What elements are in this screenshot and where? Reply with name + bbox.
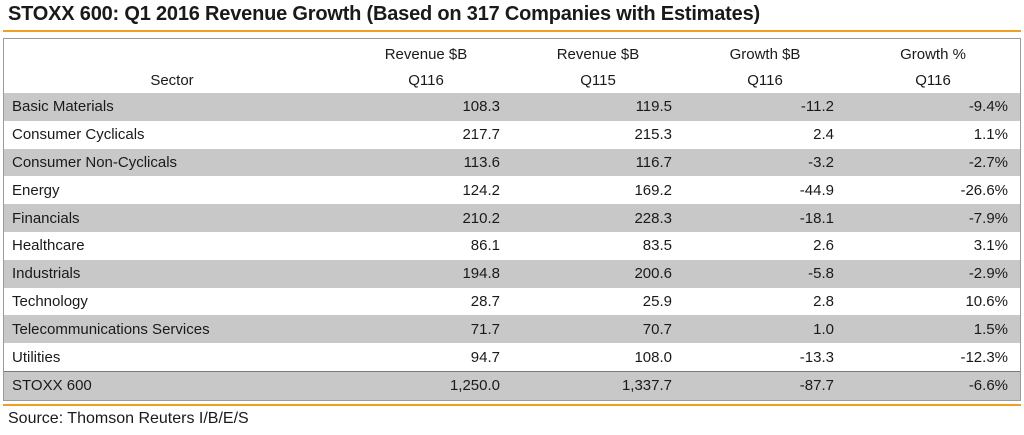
- total-growth-usd-cell: -87.7: [684, 370, 846, 400]
- sector-cell: Utilities: [12, 348, 61, 366]
- revenue-q116-cell: 71.7: [340, 315, 512, 344]
- total-growth-pct-cell: -6.6%: [846, 370, 1020, 400]
- growth-usd-cell: 2.4: [813, 126, 834, 144]
- table-row: Basic Materials 108.3 119.5 -11.2 -9.4%: [4, 93, 1020, 121]
- growth-usd-cell: -3.2: [684, 148, 846, 177]
- growth-pct-cell: -9.4%: [846, 93, 1020, 121]
- growth-usd-cell: 2.8: [813, 292, 834, 310]
- sector-cell: Technology: [12, 292, 88, 310]
- revenue-q115-cell: 116.7: [512, 148, 684, 177]
- table-row: Consumer Cyclicals 217.7 215.3 2.4 1.1%: [4, 121, 1020, 149]
- sector-cell: Industrials: [4, 259, 340, 288]
- revenue-q116-cell: 28.7: [470, 292, 500, 310]
- sector-cell: Consumer Non-Cyclicals: [4, 148, 340, 177]
- growth-usd-cell: -11.2: [684, 93, 846, 121]
- revenue-table: Sector Revenue $B Q116 Revenue $B Q115 Gro…: [4, 39, 1020, 400]
- growth-usd-cell: 1.0: [684, 315, 846, 344]
- sector-cell: Financials: [4, 204, 340, 232]
- growth-pct-cell: -2.7%: [846, 148, 1020, 177]
- header-revenue-q115: Revenue $B Q115: [556, 46, 640, 89]
- total-revenue-q116-cell: 1,250.0: [340, 370, 512, 400]
- revenue-q116-cell: 113.6: [340, 148, 512, 177]
- header-growth-pct: Growth % Q116: [900, 46, 966, 89]
- growth-pct-cell: 1.5%: [846, 315, 1020, 344]
- chart-title: STOXX 600: Q1 2016 Revenue Growth (Based…: [8, 3, 760, 25]
- total-revenue-q115-cell: 1,337.7: [512, 370, 684, 400]
- header-revenue-q116: Revenue $B Q116: [384, 46, 468, 89]
- table-row: Consumer Non-Cyclicals 113.6 116.7 -3.2 …: [4, 148, 1020, 177]
- table-row: Healthcare 86.1 83.5 2.6 3.1%: [4, 232, 1020, 260]
- growth-pct-cell: 10.6%: [965, 292, 1008, 310]
- sector-cell: Consumer Cyclicals: [12, 126, 145, 144]
- bottom-accent-rule: [3, 404, 1021, 406]
- total-row: STOXX 600 1,250.0 1,337.7 -87.7 -6.6%: [4, 370, 1020, 400]
- sector-cell: Basic Materials: [4, 93, 340, 121]
- table-row: Technology 28.7 25.9 2.8 10.6%: [4, 288, 1020, 316]
- growth-usd-cell: -44.9: [799, 181, 834, 199]
- revenue-q116-cell: 86.1: [470, 237, 500, 255]
- growth-usd-cell: 2.6: [813, 237, 834, 255]
- growth-pct-cell: -7.9%: [846, 204, 1020, 232]
- growth-pct-cell: 1.1%: [973, 126, 1008, 144]
- table-row: Industrials 194.8 200.6 -5.8 -2.9%: [4, 259, 1020, 288]
- table-frame: [3, 38, 1021, 401]
- revenue-q115-cell: 119.5: [512, 93, 684, 121]
- growth-pct-cell: -2.9%: [846, 259, 1020, 288]
- sector-cell: Energy: [12, 181, 60, 199]
- table-row: Utilities 94.7 108.0 -13.3 -12.3%: [4, 343, 1020, 371]
- revenue-q115-cell: 169.2: [634, 181, 672, 199]
- growth-pct-cell: -26.6%: [960, 181, 1008, 199]
- header-row: Sector Revenue $B Q116 Revenue $B Q115 Gro…: [4, 39, 1020, 93]
- sector-cell: Healthcare: [12, 237, 85, 255]
- header-sector: Sector: [150, 72, 194, 89]
- total-label-cell: STOXX 600: [4, 370, 340, 400]
- revenue-q115-cell: 228.3: [512, 204, 684, 232]
- table-row: Telecommunications Services 71.7 70.7 1.…: [4, 315, 1020, 344]
- growth-pct-cell: 3.1%: [973, 237, 1008, 255]
- header-growth-usd: Growth $B Q116: [729, 46, 801, 89]
- table-row: Energy 124.2 169.2 -44.9 -26.6%: [4, 176, 1020, 204]
- revenue-q115-cell: 200.6: [512, 259, 684, 288]
- growth-usd-cell: -13.3: [799, 348, 834, 366]
- growth-pct-cell: -12.3%: [960, 348, 1008, 366]
- revenue-q116-cell: 217.7: [462, 126, 500, 144]
- table-row: Financials 210.2 228.3 -18.1 -7.9%: [4, 204, 1020, 232]
- revenue-q115-cell: 108.0: [634, 348, 672, 366]
- revenue-q115-cell: 25.9: [642, 292, 672, 310]
- sector-cell: Telecommunications Services: [4, 315, 340, 344]
- revenue-q116-cell: 108.3: [340, 93, 512, 121]
- revenue-q115-cell: 83.5: [642, 237, 672, 255]
- revenue-q116-cell: 124.2: [462, 181, 500, 199]
- growth-usd-cell: -18.1: [684, 204, 846, 232]
- revenue-q115-cell: 215.3: [634, 126, 672, 144]
- revenue-q116-cell: 210.2: [340, 204, 512, 232]
- source-note: Source: Thomson Reuters I/B/E/S: [8, 410, 249, 427]
- top-accent-rule: [3, 30, 1021, 32]
- revenue-q116-cell: 94.7: [470, 348, 500, 366]
- revenue-q116-cell: 194.8: [340, 259, 512, 288]
- growth-usd-cell: -5.8: [684, 259, 846, 288]
- revenue-q115-cell: 70.7: [512, 315, 684, 344]
